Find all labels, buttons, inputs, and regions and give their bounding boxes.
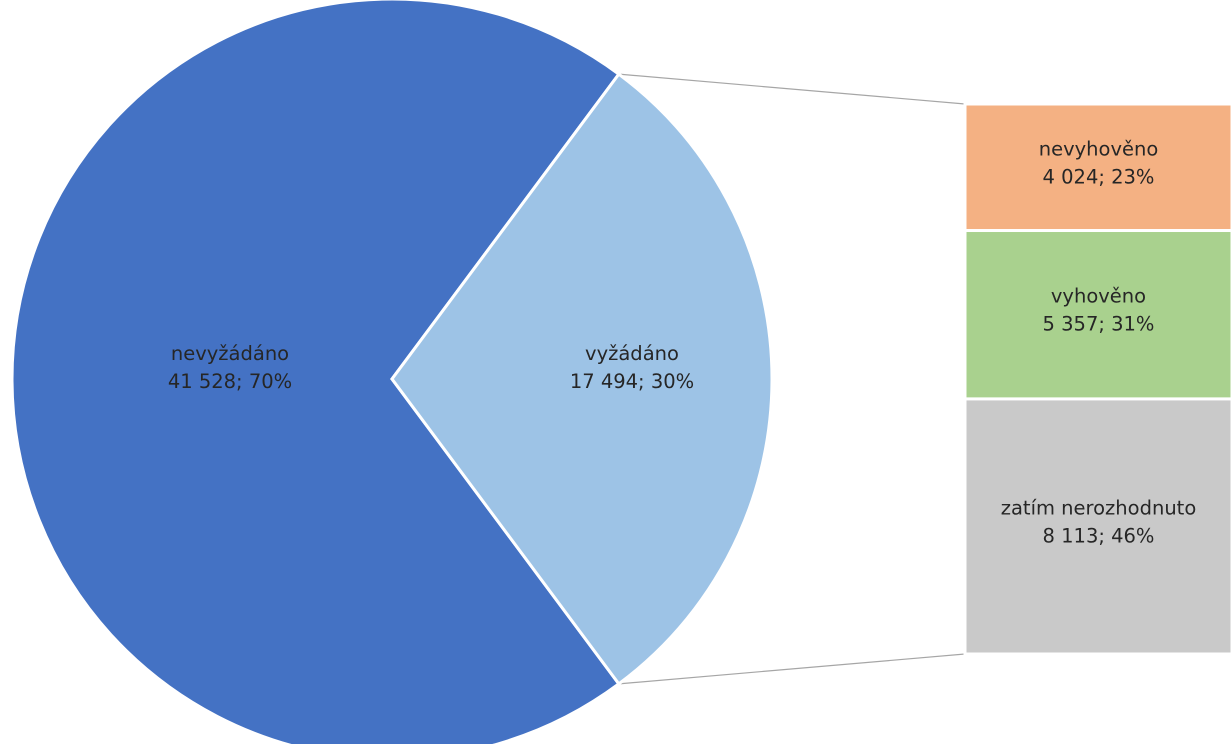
bar-segment-value-label: 4 024; 23% bbox=[1043, 165, 1155, 188]
pie-slice-vyzadano bbox=[390, 72, 774, 686]
connector-line-bottom bbox=[618, 653, 966, 685]
bar-segment-name-label: vyhověno bbox=[1051, 285, 1146, 308]
connector-lines bbox=[618, 73, 966, 685]
pie bbox=[10, 0, 774, 744]
bar-segment-value-label: 8 113; 46% bbox=[1043, 524, 1155, 547]
pie-slice-name-label: vyžádáno bbox=[585, 342, 679, 365]
bar-segment-name-label: zatím nerozhodnuto bbox=[1001, 496, 1197, 519]
bar-segment-name-label: nevyhověno bbox=[1039, 137, 1159, 160]
pie-slice-name-label: nevyžádáno bbox=[171, 342, 289, 365]
pie-slice-value-label: 41 528; 70% bbox=[168, 370, 292, 393]
pie-slice-value-label: 17 494; 30% bbox=[570, 370, 694, 393]
bar-segment-zatim-nerozhodnuto bbox=[963, 397, 1232, 656]
connector-line-top bbox=[618, 73, 966, 105]
stacked-breakdown-bar bbox=[963, 102, 1232, 656]
data-labels: nevyhověno 4 024; 23% vyhověno 5 357; 31% za… bbox=[168, 137, 1196, 547]
bar-segment-value-label: 5 357; 31% bbox=[1043, 313, 1155, 336]
pie-slice-nevyzadano bbox=[10, 0, 621, 744]
bar-segment-nevyhoveno bbox=[963, 102, 1232, 233]
